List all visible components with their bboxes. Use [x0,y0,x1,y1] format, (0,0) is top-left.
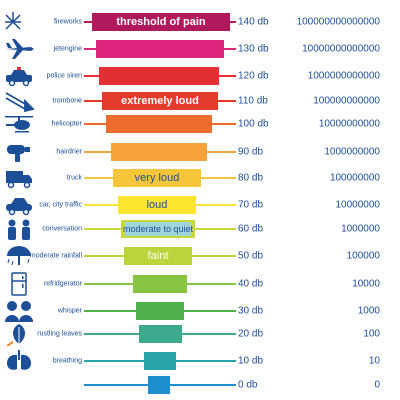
loudness-band-label: threshold of pain [116,16,206,28]
truck-icon [3,166,35,190]
scale-row: breathing 10 db 10 [0,349,400,373]
scale-row: truck very loud 80 db 100000000 [0,166,400,190]
jet-icon [3,37,35,61]
level-bar [111,143,207,161]
level-bar [139,325,182,343]
decibel-label: 10 db [238,355,264,367]
sound-source-label: police siren [46,72,82,80]
level-bar [144,352,176,370]
scale-row: trombone extremely loud 110 db 100000000000 [0,89,400,113]
whisper-icon [3,299,35,323]
sound-source-label: whisper [57,307,82,315]
intensity-ratio-value: 100000000 [329,172,380,184]
level-bar: extremely loud [102,92,218,110]
intensity-ratio-value: 10000000000 [318,118,380,130]
decibel-label: 80 db [238,172,264,184]
loudness-band-label: faint [147,250,169,262]
level-bar [136,302,184,320]
scale-row: fireworks threshold of pain 140 db 10000000… [0,10,400,34]
lungs-icon [3,349,35,373]
scale-row: 0 db 0 [0,373,400,397]
intensity-ratio-value: 10 [368,355,380,367]
trombone-icon [3,89,35,113]
level-bar: loud [118,196,196,214]
intensity-ratio-value: 1000 [357,305,380,317]
decibel-label: 0 db [238,379,258,391]
sound-source-label: truck [66,174,82,182]
intensity-ratio-value: 1000000000 [324,146,380,158]
intensity-ratio-value: 10000000000000 [302,43,380,55]
loudness-band-label: very loud [134,172,180,184]
sound-source-label: car, city traffic [39,201,82,209]
level-bar: very loud [113,169,201,187]
intensity-ratio-value: 1000000 [341,223,380,235]
level-bar [96,40,224,58]
intensity-ratio-value: 10000000 [335,199,381,211]
loudness-band-label: moderate to quiet [122,222,194,236]
intensity-ratio-value: 100000000000000 [296,16,380,28]
intensity-ratio-value: 1000000000000 [307,70,380,82]
decibel-label: 110 db [238,95,268,107]
car-icon [3,193,35,217]
scale-row: refridgerator 40 db 10000 [0,272,400,296]
scale-row: moderate rainfall faint 50 db 100000 [0,244,400,268]
decibel-label: 130 db [238,43,269,55]
decibel-label: 140 db [238,16,269,28]
sound-source-label: conversation [42,225,82,233]
decibel-label: 60 db [238,223,264,235]
sound-source-label: jetengine [53,45,82,53]
scale-row: helicopter 100 db 10000000000 [0,112,400,136]
sound-source-label: rustling leaves [37,330,82,338]
refrigerator-icon [3,272,35,296]
sound-source-label: trombone [52,97,82,105]
level-bar: faint [124,247,192,265]
intensity-ratio-value: 100 [363,328,380,340]
scale-row: whisper 30 db 1000 [0,299,400,323]
level-bar [99,67,219,85]
sound-source-label: refridgerator [43,280,82,288]
decibel-label: 30 db [238,305,264,317]
intensity-ratio-value: 100000000000 [313,95,380,107]
scale-row: jetengine 130 db 10000000000000 [0,37,400,61]
leaves-icon [3,322,35,346]
decibel-label: 100 db [238,118,269,130]
scale-row: hairdrier 90 db 1000000000 [0,140,400,164]
rain-umbrella-icon [3,244,35,268]
scale-row: car, city traffic loud 70 db 10000000 [0,193,400,217]
loudness-band-label: loud [146,199,168,211]
sound-source-label: fireworks [53,18,82,26]
decibel-label: 90 db [238,146,264,158]
sound-source-label: hairdrier [56,148,82,156]
helicopter-icon [3,112,35,136]
intensity-ratio-value: 0 [374,379,380,391]
scale-row: conversation moderate to quiet 60 db 100000… [0,217,400,241]
decibel-label: 70 db [238,199,264,211]
sound-source-label: breathing [52,357,82,365]
conversation-icon [3,217,35,241]
loudness-band-label: extremely loud [121,95,199,107]
intensity-ratio-value: 10000 [352,278,380,290]
level-bar: moderate to quiet [121,220,195,238]
level-bar: threshold of pain [92,13,230,31]
level-bar [106,115,212,133]
scale-row: rustling leaves 20 db 100 [0,322,400,346]
decibel-label: 120 db [238,70,269,82]
fireworks-icon [3,10,35,34]
level-bar [148,376,170,394]
decibel-label: 40 db [238,278,264,290]
decibel-label: 50 db [238,250,264,262]
sound-source-label: moderate rainfall [29,252,82,260]
decibel-label: 20 db [238,328,264,340]
scale-row: police siren 120 db 1000000000000 [0,64,400,88]
hairdryer-icon [3,140,35,164]
police-car-icon [3,64,35,88]
intensity-ratio-value: 100000 [346,250,380,262]
level-bar [133,275,187,293]
sound-source-label: helicopter [51,120,82,128]
